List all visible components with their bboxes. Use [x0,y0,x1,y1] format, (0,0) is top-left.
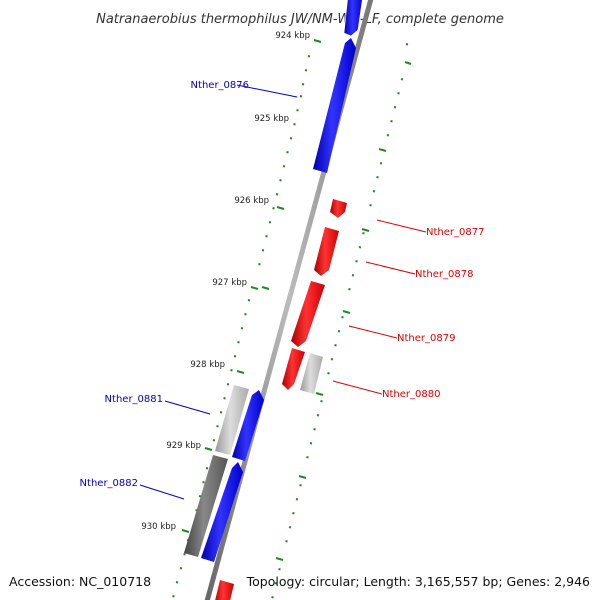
gene-label-nther-0881[interactable]: Nther_0881 [105,394,163,405]
gene-feature-nther-0878 [314,227,339,276]
gene-feature-nther-0877 [330,199,347,218]
gene-feature-gray [215,385,249,455]
gene-feature-nther-0876 [313,38,356,173]
map-title: Natranaerobius thermophilus JW/NM-WN-LF,… [96,12,504,27]
gene-label-nther-0880[interactable]: Nther_0880 [382,389,440,400]
gene-feature-nther-0880 [300,353,323,394]
tick-label: 929 kbp [166,441,201,451]
gene-label-nther-0877-group[interactable]: Nther_0877 [376,219,484,238]
gene-label-nther-0879[interactable]: Nther_0879 [397,333,455,344]
gene-feature-dark [184,455,228,557]
ruler-right [271,43,412,599]
tick-label: 924 kbp [275,31,310,41]
gene-label-nther-0882-group[interactable]: Nther_0882 [80,478,185,500]
gene-label-nther-0877[interactable]: Nther_0877 [426,227,484,238]
gene-feature-nther-0882 [201,462,243,562]
gene-label-nther-0880-group[interactable]: Nther_0880 [332,380,440,400]
tick-label: 928 kbp [190,360,225,370]
tick-label: 927 kbp [212,278,247,288]
gene-feature-bottom-partial [215,580,234,600]
gene-label-nther-0876[interactable]: Nther_0876 [191,80,249,91]
gene-feature-nther-0879 [291,281,325,347]
gene-label-nther-0879-group[interactable]: Nther_0879 [348,325,455,344]
gene-feature-top-partial [343,0,363,37]
tick-label: 925 kbp [254,114,289,124]
gene-feature-nther-0880-red [282,348,305,390]
ruler-tick-labels: 924 kbp 925 kbp 926 kbp 927 kbp 928 kbp … [141,31,310,532]
gene-label-nther-0878-group[interactable]: Nther_0878 [365,261,473,280]
tick-label: 926 kbp [234,196,269,206]
gene-label-nther-0882[interactable]: Nther_0882 [80,478,138,489]
gene-label-nther-0878[interactable]: Nther_0878 [415,269,473,280]
accession-label: Accession: NC_010718 [9,574,151,589]
tick-label: 930 kbp [141,522,176,532]
gene-feature-nther-0881 [232,390,264,461]
gene-label-nther-0876-group[interactable]: Nther_0876 [191,80,298,98]
gene-label-nther-0881-group[interactable]: Nther_0881 [105,394,211,415]
genome-stats-label: Topology: circular; Length: 3,165,557 bp… [246,574,590,589]
